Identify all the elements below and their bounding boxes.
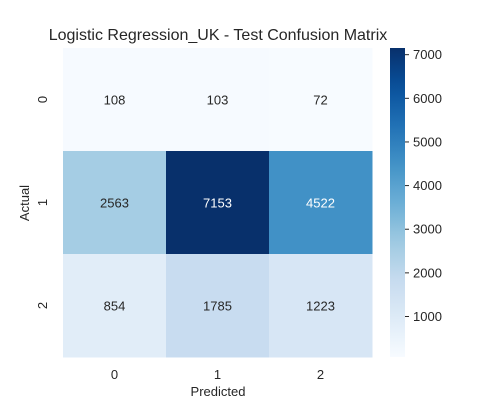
colorbar-gradient [390, 48, 405, 357]
chart-title: Logistic Regression_UK - Test Confusion … [49, 27, 388, 44]
heatmap-cell [269, 151, 373, 255]
heatmap-cell [269, 48, 373, 152]
y-axis-ticks: 0 1 2 [35, 96, 50, 309]
heatmap-cell [166, 254, 270, 358]
heatmap-cell [63, 254, 167, 358]
x-axis-ticks: 0 1 2 [111, 367, 324, 382]
colorbar-tick-label: 3000 [413, 222, 442, 237]
colorbar-tick-label: 4000 [413, 178, 442, 193]
cell-value-label: 108 [104, 93, 126, 108]
heatmap-cell [166, 48, 270, 152]
cell-value-label: 2563 [100, 196, 129, 211]
heatmap-cell [63, 151, 167, 255]
heatmap-cell [166, 151, 270, 255]
cell-value-label: 7153 [203, 196, 232, 211]
x-axis-label: Predicted [191, 384, 246, 399]
colorbar-tick-label: 5000 [413, 134, 442, 149]
x-tick-label: 0 [111, 367, 118, 382]
cell-value-label: 103 [207, 93, 229, 108]
cell-value-label: 72 [313, 93, 327, 108]
y-axis-label: Actual [17, 185, 32, 221]
y-tick-label: 2 [35, 302, 50, 309]
heatmap-cells: 108 103 72 2563 7153 4522 854 1785 1223 [63, 48, 373, 358]
x-tick-label: 1 [214, 367, 221, 382]
colorbar-tick-label: 7000 [413, 47, 442, 62]
y-tick-label: 1 [35, 199, 50, 206]
cell-value-label: 1223 [306, 299, 335, 314]
heatmap-cell [269, 254, 373, 358]
colorbar-tick-label: 2000 [413, 265, 442, 280]
cell-value-label: 4522 [306, 196, 335, 211]
colorbar: 1000 2000 3000 4000 5000 6000 7000 [390, 47, 442, 357]
colorbar-tick-label: 6000 [413, 91, 442, 106]
x-tick-label: 2 [317, 367, 324, 382]
heatmap-cell [63, 48, 167, 152]
cell-value-label: 1785 [203, 299, 232, 314]
y-tick-label: 0 [35, 96, 50, 103]
colorbar-tick-label: 1000 [413, 309, 442, 324]
cell-value-label: 854 [104, 299, 126, 314]
